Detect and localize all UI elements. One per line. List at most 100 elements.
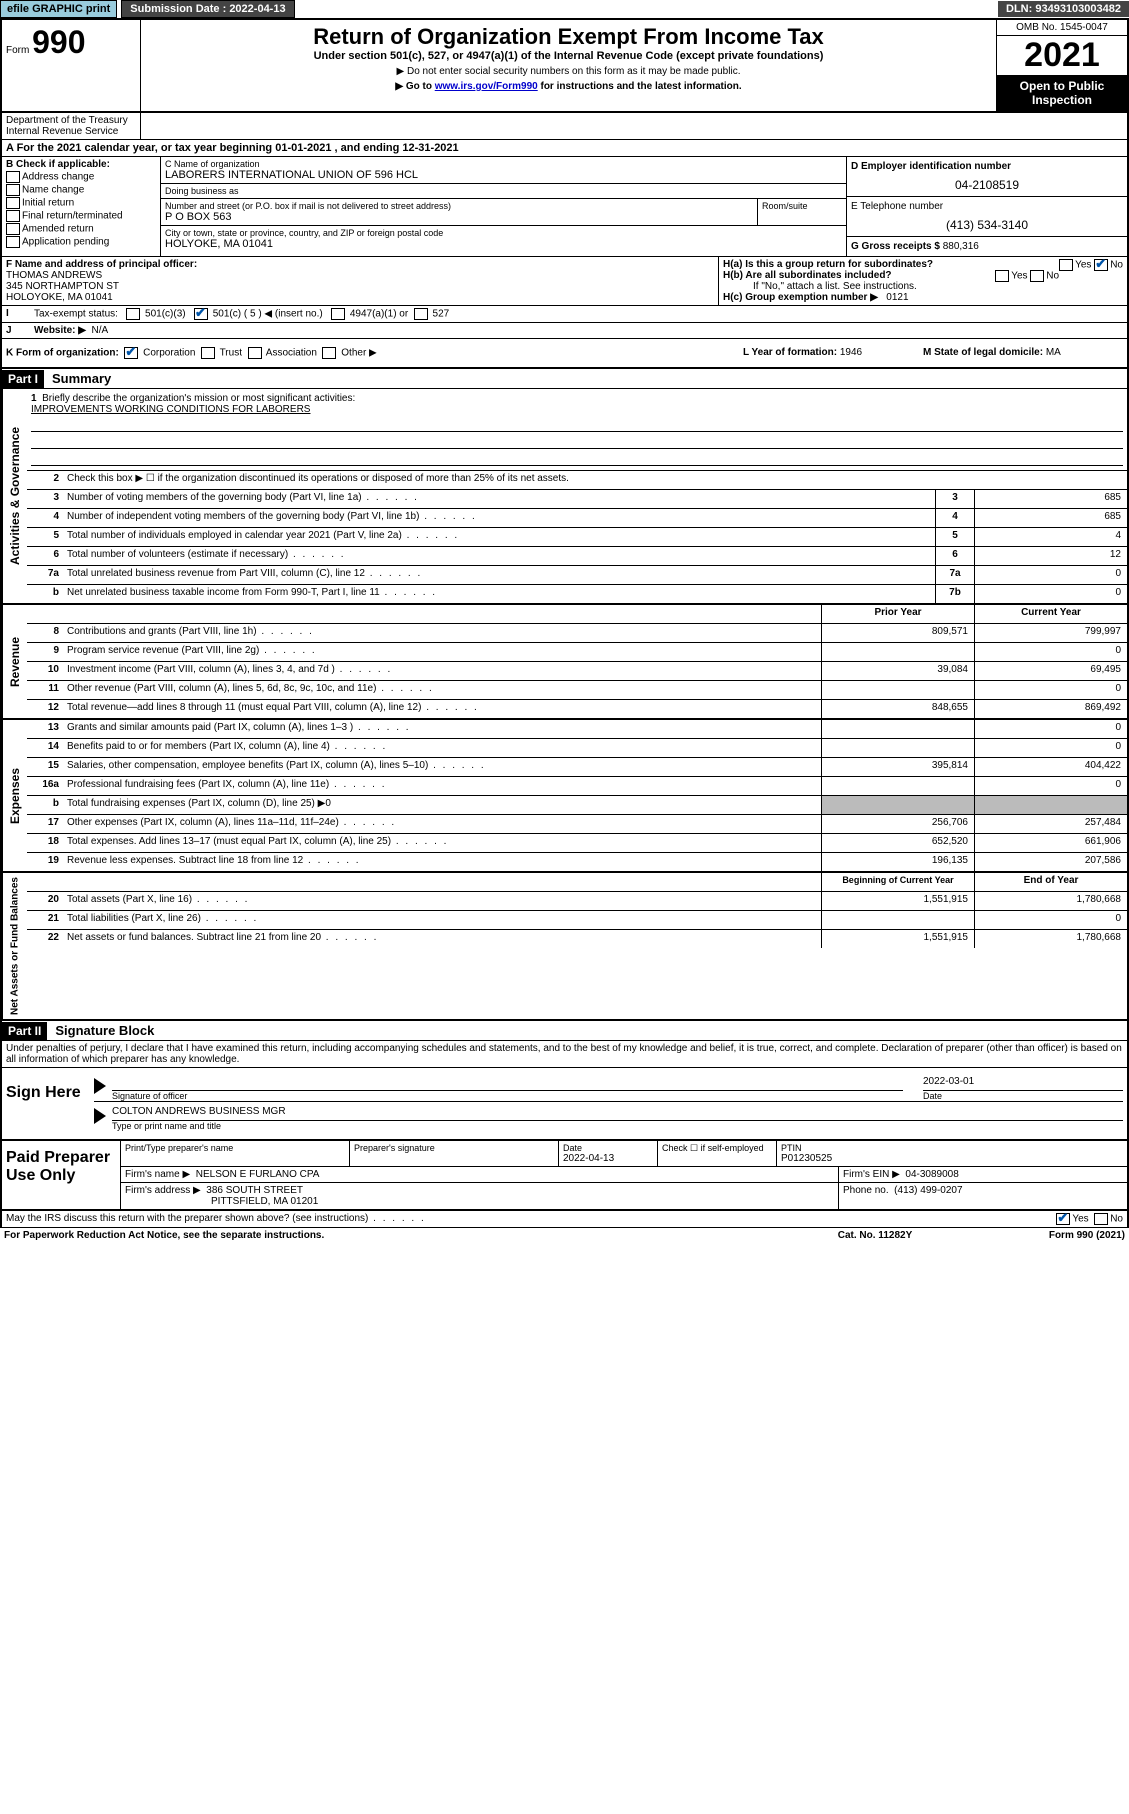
- form-number-cell: Form 990: [2, 20, 141, 111]
- chk-amended-return[interactable]: [6, 223, 20, 235]
- part2-header: Part II: [2, 1022, 47, 1040]
- row-num: 20: [27, 892, 63, 910]
- chk-application-pending[interactable]: [6, 236, 20, 248]
- row-current: 1,780,668: [974, 930, 1127, 948]
- firm-addr2: PITTSFIELD, MA 01201: [211, 1196, 318, 1207]
- chk-4947[interactable]: [331, 308, 345, 320]
- row-value: 4: [974, 528, 1127, 546]
- row-desc: Total number of volunteers (estimate if …: [63, 547, 935, 565]
- side-expenses: Expenses: [2, 720, 27, 871]
- row-ref: 6: [935, 547, 974, 565]
- row-current: 0: [974, 739, 1127, 757]
- opt-association: Association: [266, 348, 317, 359]
- mission-text: IMPROVEMENTS WORKING CONDITIONS FOR LABO…: [31, 404, 310, 415]
- row-prior: 652,520: [821, 834, 974, 852]
- chk-corporation[interactable]: [124, 347, 138, 359]
- row-num: 6: [27, 547, 63, 565]
- table-row: 15Salaries, other compensation, employee…: [27, 758, 1127, 777]
- chk-address-change[interactable]: [6, 171, 20, 183]
- row-prior: [821, 911, 974, 929]
- row-ref: 3: [935, 490, 974, 508]
- table-row: 7aTotal unrelated business revenue from …: [27, 566, 1127, 585]
- table-row: 22Net assets or fund balances. Subtract …: [27, 930, 1127, 948]
- row-current: 661,906: [974, 834, 1127, 852]
- row-num: 17: [27, 815, 63, 833]
- m-label: M State of legal domicile:: [923, 347, 1043, 358]
- chk-ha-no[interactable]: [1094, 259, 1108, 271]
- l-label: L Year of formation:: [743, 347, 837, 358]
- row-i: I Tax-exempt status: 501(c)(3) 501(c) ( …: [0, 306, 1129, 323]
- row-current: 207,586: [974, 853, 1127, 871]
- dept-row: Department of the Treasury Internal Reve…: [0, 113, 1129, 140]
- officer-addr1: 345 NORTHAMPTON ST: [6, 281, 119, 292]
- chk-name-change[interactable]: [6, 184, 20, 196]
- side-netassets: Net Assets or Fund Balances: [2, 873, 27, 1019]
- prep-date: 2022-04-13: [563, 1153, 653, 1164]
- table-row: 12Total revenue—add lines 8 through 11 (…: [27, 700, 1127, 718]
- department-label: Department of the Treasury Internal Reve…: [2, 113, 141, 139]
- chk-ha-yes[interactable]: [1059, 259, 1073, 271]
- chk-hb-yes[interactable]: [995, 270, 1009, 282]
- row-num: 7a: [27, 566, 63, 584]
- table-row: bTotal fundraising expenses (Part IX, co…: [27, 796, 1127, 815]
- efile-print-button[interactable]: efile GRAPHIC print: [0, 0, 117, 18]
- ptin-label: PTIN: [781, 1143, 1123, 1153]
- col-deg: D Employer identification number 04-2108…: [847, 157, 1127, 256]
- open-to-public: Open to Public Inspection: [997, 75, 1127, 111]
- chk-527[interactable]: [414, 308, 428, 320]
- row-current: 0: [974, 720, 1127, 738]
- row-desc: Total fundraising expenses (Part IX, col…: [63, 796, 821, 814]
- table-row: 11Other revenue (Part VIII, column (A), …: [27, 681, 1127, 700]
- city-value: HOLYOKE, MA 01041: [165, 238, 842, 250]
- row-num: 13: [27, 720, 63, 738]
- row-num: 8: [27, 624, 63, 642]
- row-desc: Other revenue (Part VIII, column (A), li…: [63, 681, 821, 699]
- expenses-section: Expenses 13Grants and similar amounts pa…: [0, 720, 1129, 873]
- row-value: 685: [974, 509, 1127, 527]
- row-current: 1,780,668: [974, 892, 1127, 910]
- chk-initial-return[interactable]: [6, 197, 20, 209]
- row-num: b: [27, 585, 63, 603]
- end-year-header: End of Year: [974, 873, 1127, 891]
- row-prior: [821, 681, 974, 699]
- chk-other[interactable]: [322, 347, 336, 359]
- form990-link[interactable]: www.irs.gov/Form990: [435, 81, 538, 92]
- table-row: 9Program service revenue (Part VIII, lin…: [27, 643, 1127, 662]
- hb-yes: Yes: [1011, 271, 1027, 282]
- year-formation: 1946: [840, 347, 862, 358]
- chk-501c3[interactable]: [126, 308, 140, 320]
- part2-header-row: Part II Signature Block: [0, 1021, 1129, 1041]
- omb-number: OMB No. 1545-0047: [997, 20, 1127, 36]
- ptin-value: P01230525: [781, 1153, 1123, 1164]
- row-prior: [821, 777, 974, 795]
- firm-name: NELSON E FURLANO CPA: [196, 1169, 320, 1180]
- opt-501c3: 501(c)(3): [145, 309, 186, 320]
- chk-discuss-no[interactable]: [1094, 1213, 1108, 1225]
- row-ref: 4: [935, 509, 974, 527]
- e-label: E Telephone number: [851, 201, 1123, 212]
- g-label: G Gross receipts $: [851, 241, 940, 252]
- firm-phone-label: Phone no.: [843, 1185, 889, 1196]
- table-row: 21Total liabilities (Part X, line 26)0: [27, 911, 1127, 930]
- hb-label: H(b) Are all subordinates included?: [723, 270, 892, 281]
- room-label: Room/suite: [762, 201, 842, 211]
- chk-trust[interactable]: [201, 347, 215, 359]
- block-bcdeg: B Check if applicable: Address change Na…: [0, 157, 1129, 257]
- submission-date-button[interactable]: Submission Date : 2022-04-13: [121, 0, 294, 18]
- chk-association[interactable]: [248, 347, 262, 359]
- revenue-section: Revenue Prior Year Current Year 8Contrib…: [0, 605, 1129, 720]
- chk-discuss-yes[interactable]: [1056, 1213, 1070, 1225]
- chk-501c[interactable]: [194, 308, 208, 320]
- form-subtitle-1: Under section 501(c), 527, or 4947(a)(1)…: [145, 50, 992, 62]
- table-row: 18Total expenses. Add lines 13–17 (must …: [27, 834, 1127, 853]
- chk-hb-no[interactable]: [1030, 270, 1044, 282]
- b-label: B Check if applicable:: [6, 159, 156, 170]
- row-prior: 848,655: [821, 700, 974, 718]
- table-row: 8Contributions and grants (Part VIII, li…: [27, 624, 1127, 643]
- row-prior: 395,814: [821, 758, 974, 776]
- part1-header-row: Part I Summary: [0, 369, 1129, 389]
- table-row: 10Investment income (Part VIII, column (…: [27, 662, 1127, 681]
- cat-no: Cat. No. 11282Y: [775, 1230, 975, 1241]
- chk-final-return[interactable]: [6, 210, 20, 222]
- row-desc: Grants and similar amounts paid (Part IX…: [63, 720, 821, 738]
